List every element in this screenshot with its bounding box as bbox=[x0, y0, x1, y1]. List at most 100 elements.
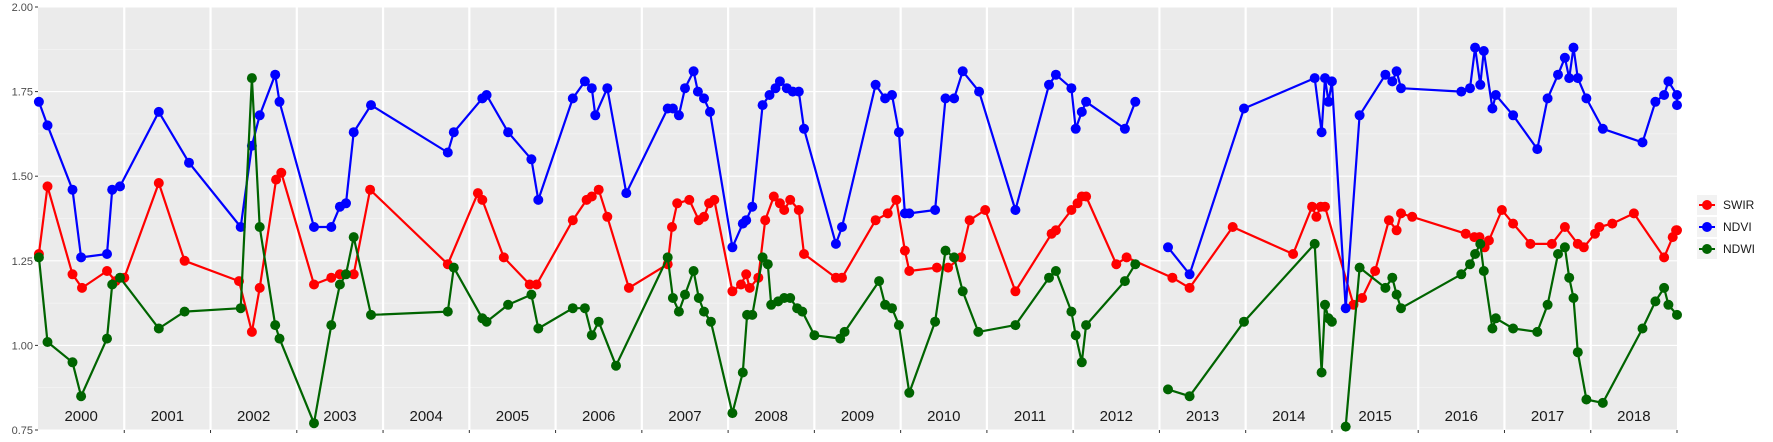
point-ndvi bbox=[1672, 90, 1682, 100]
point-swir bbox=[1396, 208, 1406, 219]
point-ndvi bbox=[904, 208, 915, 219]
point-ndwi bbox=[757, 252, 768, 263]
point-swir bbox=[276, 167, 287, 178]
point-ndvi bbox=[1478, 46, 1489, 56]
point-ndvi bbox=[1568, 42, 1579, 53]
point-swir bbox=[1066, 205, 1077, 215]
year-label: 2016 bbox=[1445, 408, 1478, 425]
year-labels: 2000 2001 2002 2003 2004 2005 2006 2007 2008 2009… bbox=[64, 408, 1650, 425]
point-ndvi bbox=[448, 127, 459, 138]
point-swir bbox=[477, 194, 488, 205]
point-ndvi bbox=[1396, 83, 1406, 94]
point-ndvi bbox=[1044, 79, 1054, 90]
point-ndvi bbox=[1340, 303, 1351, 314]
point-ndvi bbox=[887, 90, 897, 100]
point-ndvi bbox=[602, 83, 613, 94]
point-ndwi bbox=[179, 306, 190, 317]
point-swir bbox=[837, 272, 847, 283]
point-ndvi bbox=[727, 242, 738, 253]
point-ndwi bbox=[1130, 259, 1141, 270]
point-swir bbox=[1311, 211, 1322, 222]
year-label: 2018 bbox=[1617, 408, 1650, 425]
point-ndvi bbox=[1070, 123, 1081, 134]
point-ndvi bbox=[741, 215, 752, 226]
year-label: 2015 bbox=[1358, 408, 1391, 425]
point-ndwi bbox=[1508, 323, 1519, 334]
point-ndwi bbox=[662, 252, 673, 263]
point-swir bbox=[891, 194, 902, 205]
point-ndvi bbox=[1010, 205, 1021, 215]
point-swir bbox=[1111, 259, 1122, 270]
point-ndvi bbox=[1456, 86, 1467, 97]
year-label: 2008 bbox=[755, 408, 788, 425]
point-ndwi bbox=[1354, 262, 1365, 273]
point-ndwi bbox=[1340, 421, 1351, 432]
legend-label: NDWI bbox=[1723, 242, 1755, 256]
legend-item-ndwi: NDWI bbox=[1697, 239, 1755, 259]
point-ndvi bbox=[1184, 269, 1195, 280]
point-ndwi bbox=[797, 306, 808, 317]
point-ndvi bbox=[481, 90, 492, 100]
point-swir bbox=[785, 194, 796, 205]
point-swir bbox=[1594, 222, 1605, 232]
y-tick-label: 1.50 bbox=[12, 171, 33, 183]
point-swir bbox=[980, 205, 991, 215]
point-ndvi bbox=[957, 66, 968, 77]
point-ndwi bbox=[115, 272, 125, 283]
year-label: 2007 bbox=[668, 408, 701, 425]
point-ndwi bbox=[274, 333, 285, 344]
point-ndvi bbox=[667, 103, 678, 114]
point-swir bbox=[736, 279, 746, 290]
point-ndvi bbox=[76, 252, 87, 263]
y-tick-label: 1.00 bbox=[12, 340, 33, 352]
point-ndvi bbox=[274, 96, 285, 107]
point-swir bbox=[904, 266, 915, 276]
point-swir bbox=[1483, 235, 1494, 246]
point-swir bbox=[348, 269, 359, 280]
point-ndwi bbox=[334, 279, 345, 290]
point-ndvi bbox=[1050, 69, 1061, 80]
point-ndwi bbox=[76, 391, 87, 402]
point-ndwi bbox=[688, 266, 699, 276]
point-ndwi bbox=[1581, 394, 1592, 405]
point-ndwi bbox=[1564, 272, 1575, 283]
point-ndvi bbox=[1475, 79, 1486, 90]
point-ndwi bbox=[1542, 299, 1553, 310]
point-swir bbox=[623, 282, 634, 293]
year-label: 2012 bbox=[1100, 408, 1133, 425]
point-ndvi bbox=[1532, 144, 1543, 155]
year-label: 2010 bbox=[927, 408, 960, 425]
point-ndwi bbox=[254, 222, 265, 232]
point-swir bbox=[779, 205, 790, 215]
point-ndwi bbox=[680, 289, 690, 300]
point-ndvi bbox=[692, 86, 703, 97]
point-ndvi bbox=[366, 100, 376, 111]
point-ndvi bbox=[1323, 96, 1334, 107]
point-swir bbox=[1607, 218, 1618, 229]
point-ndvi bbox=[793, 86, 804, 97]
point-ndwi bbox=[503, 299, 514, 310]
point-ndvi bbox=[442, 147, 453, 158]
point-ndvi bbox=[1119, 123, 1130, 134]
point-swir bbox=[153, 178, 164, 188]
point-ndwi bbox=[747, 309, 758, 320]
point-swir bbox=[760, 215, 771, 226]
point-ndvi bbox=[1490, 90, 1501, 100]
point-ndvi bbox=[270, 69, 281, 80]
point-ndwi bbox=[1663, 299, 1674, 310]
point-swir bbox=[1407, 211, 1418, 222]
point-ndwi bbox=[67, 357, 78, 368]
point-ndwi bbox=[153, 323, 164, 334]
point-ndvi bbox=[1487, 103, 1498, 114]
point-ndwi bbox=[481, 316, 492, 327]
year-label: 2005 bbox=[496, 408, 529, 425]
point-ndvi bbox=[1380, 69, 1391, 80]
point-ndwi bbox=[1309, 238, 1320, 249]
point-swir bbox=[42, 181, 53, 192]
point-ndvi bbox=[1542, 93, 1553, 104]
point-swir bbox=[586, 191, 597, 202]
point-swir bbox=[1081, 191, 1092, 202]
point-ndwi bbox=[1487, 323, 1498, 334]
point-ndvi bbox=[974, 86, 985, 97]
point-ndwi bbox=[1475, 238, 1486, 249]
